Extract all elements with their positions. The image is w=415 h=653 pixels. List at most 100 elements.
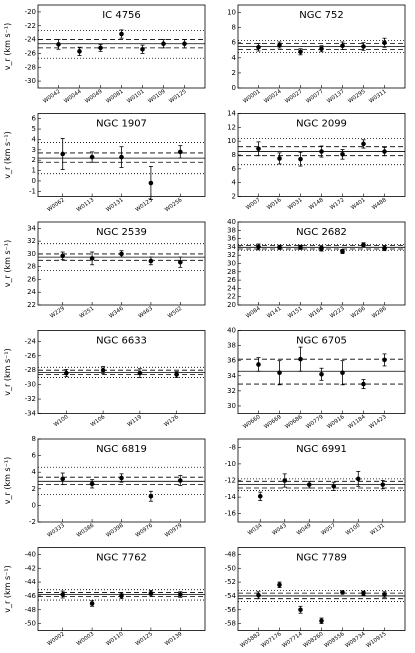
- point: [256, 592, 261, 598]
- y-tick-label: -32: [25, 395, 36, 403]
- y-tick-label: 4: [232, 179, 237, 187]
- x-tick-label: W0024: [263, 88, 283, 104]
- point: [64, 370, 69, 376]
- x-tick-label: W0044: [63, 88, 83, 104]
- point: [148, 258, 154, 264]
- y-tick-label: 24: [227, 284, 236, 292]
- x-tick-label: W0256: [164, 197, 184, 213]
- point: [277, 156, 282, 161]
- x-tick-label: W0110: [105, 631, 125, 647]
- x-tick-label: W05882: [239, 631, 261, 649]
- x-tick-label: W106: [90, 414, 107, 428]
- point: [277, 245, 282, 250]
- point: [382, 40, 387, 46]
- x-tick-label: W0333: [46, 522, 66, 538]
- x-tick-label: W1423: [368, 414, 388, 430]
- point: [355, 476, 361, 482]
- y-tick-label: -54: [225, 592, 237, 600]
- x-tick-label: W164: [308, 305, 325, 319]
- x-tick-label: W0976: [135, 522, 155, 538]
- y-tick-label: -22: [25, 22, 36, 30]
- point: [361, 242, 366, 248]
- x-tick-label: W141: [266, 306, 282, 320]
- x-tick-label: W0027: [284, 88, 304, 104]
- y-tick-label: -48: [225, 550, 236, 558]
- panel-title: NGC 2539: [96, 227, 147, 238]
- x-tick-label: W100: [345, 522, 362, 536]
- x-tick-label: W401: [350, 197, 366, 211]
- point: [382, 592, 387, 597]
- y-axis-label: v_r (km s⁻¹): [3, 348, 12, 395]
- y-tick-label: 40: [227, 327, 236, 335]
- x-tick-label: W463: [138, 305, 155, 319]
- point: [306, 482, 312, 487]
- panel-title: NGC 6819: [96, 444, 147, 455]
- y-tick-label: -28: [25, 63, 36, 71]
- y-tick-label: -44: [25, 578, 37, 586]
- point: [319, 46, 324, 52]
- point: [256, 146, 261, 152]
- y-tick-label: 28: [227, 268, 236, 276]
- point: [282, 478, 288, 483]
- y-tick-label: 40: [227, 218, 236, 226]
- y-tick-label: -26: [25, 352, 37, 360]
- x-tick-label: W229: [49, 305, 66, 319]
- point: [380, 482, 386, 487]
- panel: W0062 W0113 W0131 W0123 W0256 -1 0 1 2 3 4 5 6 NGC 19…: [3, 113, 206, 213]
- point: [277, 582, 282, 588]
- x-tick-label: W0686: [284, 414, 304, 430]
- point: [298, 49, 303, 55]
- y-tick-label: 24: [27, 288, 36, 296]
- y-axis-label: v_r (km s⁻¹): [3, 23, 12, 70]
- x-tick-label: W0101: [126, 89, 145, 105]
- y-tick-label: 2: [232, 193, 236, 201]
- point: [89, 601, 95, 606]
- x-tick-label: W0386: [76, 522, 96, 538]
- y-tick-label: -20: [25, 8, 36, 16]
- x-tick-label: W0109: [147, 88, 167, 104]
- panel: W229 W251 W346 W463 W502 22 24 26 28 30 32 34 NGC 25…: [3, 221, 206, 320]
- x-tick-label: W0131: [105, 197, 124, 213]
- x-tick-label: W0979: [164, 522, 184, 538]
- point: [298, 607, 303, 613]
- x-tick-label: W0660: [242, 414, 262, 430]
- x-tick-label: W07176: [260, 631, 283, 649]
- x-tick-label: W0062: [46, 197, 65, 213]
- y-tick-label: 6: [232, 165, 237, 173]
- point: [256, 244, 261, 250]
- y-tick-label: 10: [227, 9, 236, 17]
- x-tick-label: W251: [79, 306, 95, 320]
- y-tick-label: -50: [225, 564, 236, 572]
- x-tick-label: W0002: [46, 631, 65, 647]
- x-tick-label: W034: [247, 522, 264, 536]
- point: [382, 149, 387, 154]
- point: [60, 151, 65, 157]
- point: [119, 251, 124, 257]
- x-tick-label: W0081: [105, 89, 124, 105]
- y-tick-label: 8: [32, 435, 36, 443]
- y-tick-label: -50: [25, 620, 36, 628]
- point: [256, 44, 261, 50]
- x-tick-label: W0779: [305, 414, 325, 430]
- y-tick-label: 4: [32, 468, 37, 476]
- x-tick-label: W0311: [368, 89, 387, 105]
- x-tick-label: W126: [163, 414, 180, 428]
- y-tick-label: 6: [232, 39, 237, 47]
- panel: W0660 W0669 W0686 W0779 W0916 W1184 W1423 30 32 3…: [227, 327, 406, 430]
- point: [140, 46, 145, 52]
- panel: W100 W106 W119 W126 -34 -32 -30 -28 -26 -24 NGC 66…: [3, 330, 206, 428]
- point: [298, 156, 303, 162]
- point: [361, 141, 366, 147]
- x-tick-label: W057: [320, 522, 337, 536]
- y-tick-label: 4: [232, 54, 237, 62]
- point: [382, 245, 387, 251]
- y-tick-label: -30: [25, 381, 36, 389]
- panel-title: NGC 2682: [296, 227, 347, 238]
- x-tick-label: W10915: [365, 631, 388, 649]
- x-tick-label: W0398: [105, 522, 125, 538]
- x-tick-label: W08260: [302, 631, 325, 649]
- x-tick-label: W0123: [135, 197, 155, 213]
- x-tick-label: W08734: [344, 631, 367, 649]
- panel-title: NGC 2099: [296, 119, 347, 130]
- y-tick-label: 12: [227, 123, 236, 131]
